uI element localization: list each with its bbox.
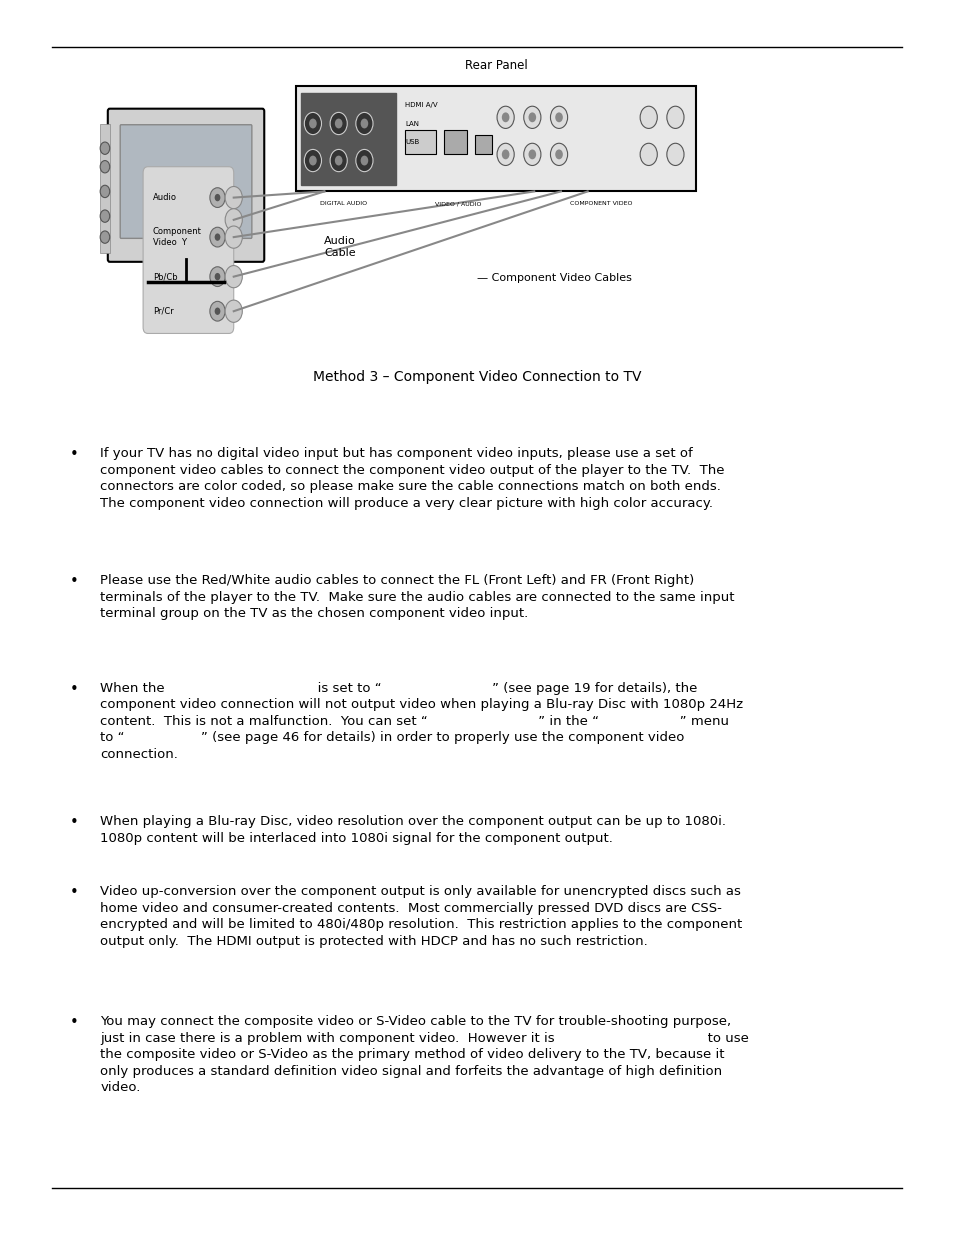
Circle shape — [225, 186, 242, 209]
Circle shape — [550, 143, 567, 165]
Text: You may connect the composite video or S-Video cable to the TV for trouble-shoot: You may connect the composite video or S… — [100, 1015, 748, 1094]
Circle shape — [309, 156, 316, 165]
Circle shape — [528, 112, 536, 122]
Text: Rear Panel: Rear Panel — [464, 58, 527, 72]
Text: Video up-conversion over the component output is only available for unencrypted : Video up-conversion over the component o… — [100, 885, 741, 948]
Bar — [300, 93, 395, 185]
Circle shape — [309, 119, 316, 128]
Circle shape — [214, 273, 220, 280]
Text: Pb/Cb: Pb/Cb — [152, 272, 177, 282]
Circle shape — [639, 106, 657, 128]
Text: HDMI A/V: HDMI A/V — [405, 103, 437, 107]
Text: Audio: Audio — [152, 193, 176, 203]
Text: •: • — [70, 815, 79, 830]
Text: Method 3 – Component Video Connection to TV: Method 3 – Component Video Connection to… — [313, 369, 640, 384]
Circle shape — [100, 142, 110, 154]
Bar — [405, 130, 436, 154]
Circle shape — [666, 106, 683, 128]
Circle shape — [497, 143, 514, 165]
Circle shape — [210, 301, 225, 321]
Text: COMPONENT VIDEO: COMPONENT VIDEO — [569, 201, 632, 206]
Circle shape — [555, 149, 562, 159]
Circle shape — [666, 143, 683, 165]
Text: •: • — [70, 574, 79, 589]
Circle shape — [523, 143, 540, 165]
Circle shape — [100, 161, 110, 173]
Text: If your TV has no digital video input but has component video inputs, please use: If your TV has no digital video input bu… — [100, 447, 724, 510]
Text: •: • — [70, 447, 79, 462]
Circle shape — [225, 300, 242, 322]
Text: •: • — [70, 682, 79, 697]
Text: LAN: LAN — [405, 121, 419, 126]
Circle shape — [100, 210, 110, 222]
Bar — [443, 130, 467, 154]
Bar — [295, 86, 696, 191]
Text: When playing a Blu-ray Disc, video resolution over the component output can be u: When playing a Blu-ray Disc, video resol… — [100, 815, 725, 845]
Circle shape — [639, 143, 657, 165]
Circle shape — [335, 156, 342, 165]
Text: Pr/Cr: Pr/Cr — [152, 306, 173, 316]
Circle shape — [210, 267, 225, 287]
Circle shape — [330, 149, 347, 172]
Circle shape — [355, 149, 373, 172]
Text: Component
Video  Y: Component Video Y — [152, 227, 201, 247]
Circle shape — [335, 119, 342, 128]
Circle shape — [501, 112, 509, 122]
Circle shape — [100, 231, 110, 243]
Text: •: • — [70, 1015, 79, 1030]
FancyBboxPatch shape — [143, 167, 233, 333]
Text: — Component Video Cables: — Component Video Cables — [476, 273, 631, 283]
Circle shape — [550, 106, 567, 128]
Circle shape — [360, 156, 368, 165]
Circle shape — [100, 185, 110, 198]
Circle shape — [210, 188, 225, 207]
Text: Audio
Cable: Audio Cable — [324, 236, 355, 258]
Bar — [475, 135, 492, 154]
Circle shape — [497, 106, 514, 128]
Circle shape — [214, 308, 220, 315]
Circle shape — [355, 112, 373, 135]
Circle shape — [214, 194, 220, 201]
Circle shape — [528, 149, 536, 159]
Circle shape — [523, 106, 540, 128]
Circle shape — [225, 266, 242, 288]
Circle shape — [555, 112, 562, 122]
Circle shape — [214, 233, 220, 241]
Circle shape — [501, 149, 509, 159]
Circle shape — [225, 209, 242, 231]
FancyBboxPatch shape — [120, 125, 252, 238]
Circle shape — [304, 149, 321, 172]
Circle shape — [360, 119, 368, 128]
Text: VIDEO / AUDIO: VIDEO / AUDIO — [435, 201, 480, 206]
FancyBboxPatch shape — [100, 124, 110, 253]
Circle shape — [304, 112, 321, 135]
Circle shape — [225, 226, 242, 248]
Text: USB: USB — [405, 140, 419, 144]
Text: Please use the Red/White audio cables to connect the FL (Front Left) and FR (Fro: Please use the Red/White audio cables to… — [100, 574, 734, 620]
Text: When the                                    is set to “                         : When the is set to “ — [100, 682, 742, 761]
Text: •: • — [70, 885, 79, 900]
Circle shape — [210, 227, 225, 247]
FancyBboxPatch shape — [108, 109, 264, 262]
Text: DIGITAL AUDIO: DIGITAL AUDIO — [319, 201, 367, 206]
Circle shape — [330, 112, 347, 135]
